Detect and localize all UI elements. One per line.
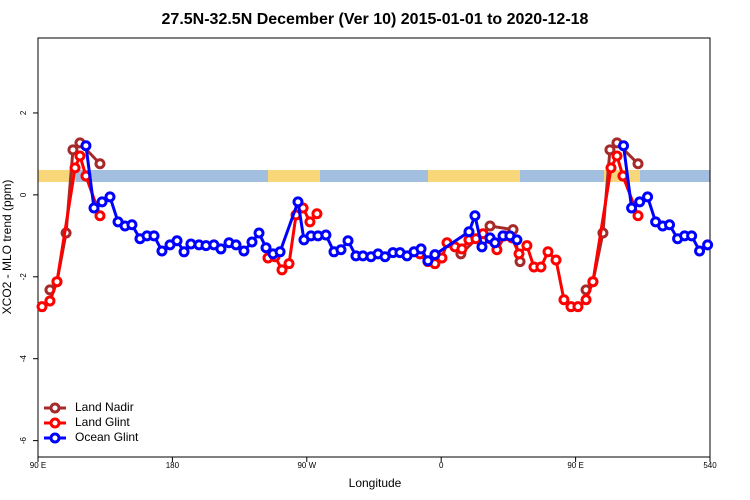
data-point (422, 255, 434, 267)
x-tick-label: 90 W (297, 461, 316, 470)
data-point (335, 244, 347, 256)
x-tick-label: 0 (439, 461, 444, 470)
legend-label: Land Nadir (75, 400, 134, 414)
y-axis-label: XCO2 - MLO trend (ppm) (0, 180, 14, 315)
data-point (67, 144, 79, 156)
data-point (215, 243, 227, 255)
data-point (88, 202, 100, 214)
data-point (702, 239, 714, 251)
data-point (611, 150, 623, 162)
data-point (253, 227, 265, 239)
y-tick-label: 0 (19, 192, 28, 197)
data-point (274, 246, 286, 258)
data-point (230, 239, 242, 251)
data-point (572, 301, 584, 313)
data-point (429, 249, 441, 261)
data-point (320, 229, 332, 241)
data-point (94, 210, 106, 222)
y-tick-label: -2 (19, 273, 28, 281)
data-point (489, 237, 501, 249)
data-point (51, 276, 63, 288)
plot-frame (37, 37, 711, 458)
data-point (94, 158, 106, 170)
x-tick-label: 180 (166, 461, 180, 470)
x-tick-label: 540 (703, 461, 717, 470)
y-tick-label: -6 (19, 437, 28, 445)
data-point (634, 196, 646, 208)
data-point (178, 246, 190, 258)
data-point (618, 140, 630, 152)
legend-marker (49, 432, 61, 444)
data-point (580, 294, 592, 306)
data-point (664, 219, 676, 231)
series-line (48, 141, 640, 291)
data-point (513, 248, 525, 260)
data-point (36, 301, 48, 313)
data-point (632, 158, 644, 170)
data-point (246, 236, 258, 248)
data-point (126, 219, 138, 231)
data-point (342, 235, 354, 247)
chart-title: 27.5N-32.5N December (Ver 10) 2015-01-01… (162, 11, 589, 28)
data-point (587, 276, 599, 288)
data-point (96, 196, 108, 208)
data-point (171, 235, 183, 247)
data-point (642, 191, 654, 203)
x-tick-label: 90 E (30, 461, 46, 470)
data-point (415, 243, 427, 255)
data-point (521, 240, 533, 252)
data-point (238, 245, 250, 257)
legend-label: Ocean Glint (75, 430, 139, 444)
data-point (276, 264, 288, 276)
legend-marker (49, 402, 61, 414)
data-point (604, 144, 616, 156)
data-point (686, 230, 698, 242)
data-point (156, 245, 168, 257)
data-point (292, 196, 304, 208)
map-strip (38, 170, 710, 182)
data-point (304, 216, 316, 228)
data-point (260, 242, 272, 254)
legend-marker (49, 417, 61, 429)
data-point (74, 150, 86, 162)
x-tick-label: 90 E (567, 461, 583, 470)
x-axis-label: Longitude (349, 476, 402, 490)
data-point (283, 258, 295, 270)
data-point (44, 295, 56, 307)
data-point (311, 208, 323, 220)
data-point (476, 241, 488, 253)
y-tick-label: 2 (19, 110, 28, 115)
data-point (558, 294, 570, 306)
land-strip (268, 170, 320, 182)
land-strip (38, 170, 76, 182)
data-point (542, 246, 554, 258)
land-strip (428, 170, 520, 182)
ocean-strip (38, 170, 710, 182)
data-point (463, 226, 475, 238)
data-point (550, 254, 562, 266)
legend-label: Land Glint (75, 415, 130, 429)
data-point (626, 202, 638, 214)
data-point (484, 220, 496, 232)
data-point (148, 230, 160, 242)
data-point (511, 234, 523, 246)
data-point (379, 251, 391, 263)
data-point (69, 162, 81, 174)
data-point (456, 243, 468, 255)
data-point (469, 210, 481, 222)
y-tick-label: -4 (19, 355, 28, 363)
data-point (104, 191, 116, 203)
data-point (632, 210, 644, 222)
data-point (535, 261, 547, 273)
data-point (80, 140, 92, 152)
data-point (694, 245, 706, 257)
data-point (605, 162, 617, 174)
